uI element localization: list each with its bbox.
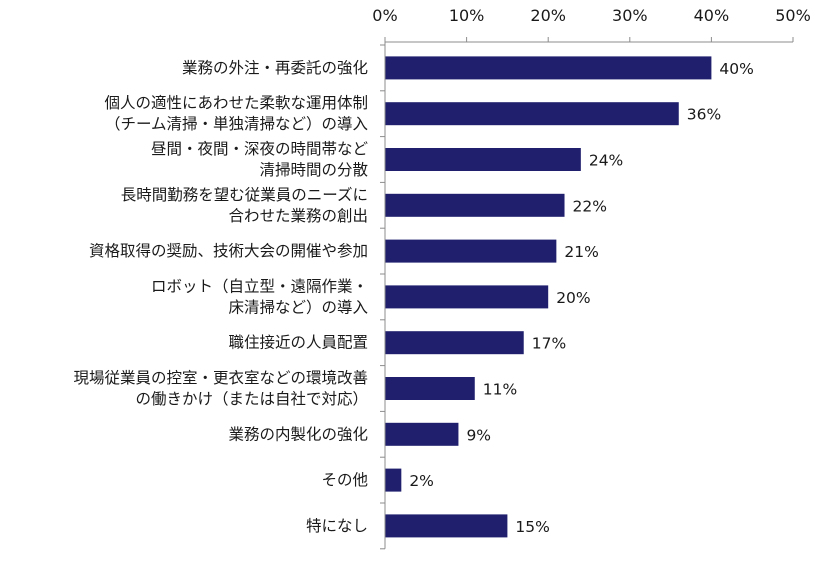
x-tick-label: 10% bbox=[449, 6, 485, 25]
bar bbox=[385, 377, 475, 400]
category-label: 合わせた業務の創出 bbox=[228, 207, 368, 225]
data-label: 36% bbox=[687, 106, 721, 124]
bar bbox=[385, 239, 557, 263]
bar bbox=[385, 102, 679, 126]
category-label: 清掃時間の分散 bbox=[259, 161, 368, 179]
bar bbox=[385, 285, 549, 309]
data-label: 11% bbox=[483, 381, 517, 399]
category-label: 特になし bbox=[306, 517, 368, 535]
category-label: 資格取得の奨励、技術大会の開催や参加 bbox=[89, 242, 368, 260]
category-label: 業務の外注・再委託の強化 bbox=[182, 59, 368, 77]
category-label: 長時間勤務を望む従業員のニーズに bbox=[121, 186, 368, 204]
bar bbox=[385, 193, 565, 217]
bar bbox=[385, 331, 524, 355]
x-tick-label: 20% bbox=[530, 6, 566, 25]
category-label: 昼間・夜間・深夜の時間帯など bbox=[151, 140, 369, 158]
x-tick-label: 0% bbox=[372, 6, 397, 25]
data-label: 40% bbox=[719, 60, 753, 78]
labels-layer: 40% 業務の外注・再委託の強化 36% 個人の適性にあわせた柔軟な運用体制 （チーム清… bbox=[73, 59, 753, 536]
data-label: 24% bbox=[589, 152, 623, 170]
bars-layer bbox=[385, 56, 712, 538]
x-tick-label: 30% bbox=[612, 6, 648, 25]
category-label: 職住接近の人員配置 bbox=[228, 334, 368, 352]
bar bbox=[385, 468, 402, 492]
data-label: 2% bbox=[409, 472, 434, 490]
category-label: の働きかけ（または自社で対応） bbox=[135, 390, 368, 408]
category-label: その他 bbox=[321, 471, 368, 489]
bar bbox=[385, 514, 508, 538]
data-label: 21% bbox=[564, 243, 598, 261]
data-label: 20% bbox=[556, 289, 590, 307]
category-label: 現場従業員の控室・更衣室などの環境改善 bbox=[73, 368, 368, 387]
data-label: 22% bbox=[573, 197, 607, 215]
category-label: ロボット（自立型・遠隔作業・ bbox=[151, 277, 368, 295]
bar bbox=[385, 56, 712, 80]
category-label: 床清掃など）の導入 bbox=[228, 298, 368, 316]
category-label: 個人の適性にあわせた柔軟な運用体制 bbox=[104, 94, 368, 112]
axis-layer: 0% 10% 20% 30% 40% 50% bbox=[372, 6, 811, 550]
data-label: 17% bbox=[532, 335, 566, 353]
category-label: 業務の内製化の強化 bbox=[228, 425, 368, 443]
data-label: 9% bbox=[466, 426, 491, 444]
x-tick-label: 50% bbox=[775, 6, 811, 25]
bar bbox=[385, 422, 459, 446]
bar bbox=[385, 148, 581, 171]
x-tick-label: 40% bbox=[694, 6, 730, 25]
data-label: 15% bbox=[515, 518, 549, 536]
category-label: （チーム清掃・単独清掃など）の導入 bbox=[105, 115, 368, 133]
